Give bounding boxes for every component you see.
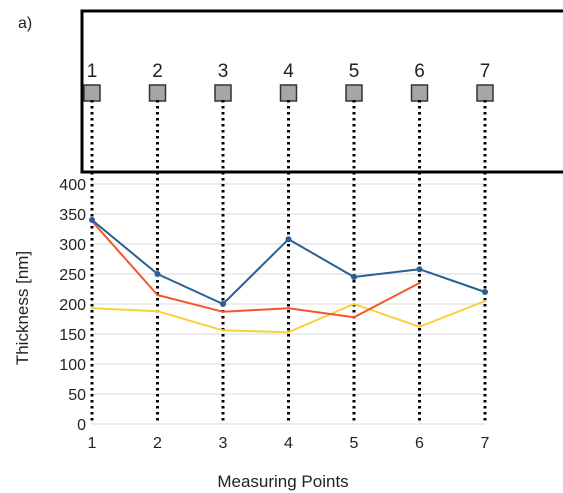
y-tick-label: 400 [59,177,86,194]
data-point [90,307,94,310]
data-point [352,316,356,319]
measuring-point-guides [90,100,487,424]
measuring-point-label: 4 [283,61,294,82]
y-axis-ticks: 0 50 100 150 200 250 300 350 400 [59,177,86,434]
data-point [351,274,357,280]
measuring-point-label: 7 [480,61,491,82]
x-axis-label: Measuring Points [217,472,348,491]
x-tick-label: 7 [481,435,490,452]
data-point [156,293,159,297]
measuring-point-marker [410,84,429,102]
x-tick-label: 2 [153,435,162,452]
measuring-point-marker [279,84,298,102]
measuring-point-marker [345,84,363,102]
y-tick-label: 300 [59,237,86,254]
x-tick-label: 4 [284,435,293,452]
measuring-point: 4 [279,61,298,102]
series-layer [89,217,488,334]
measuring-point-label: 6 [414,61,425,82]
y-tick-label: 350 [59,207,86,224]
measuring-point: 6 [410,61,429,102]
sample-points: 1 2 3 4 5 6 7 [83,61,494,102]
measuring-point-label: 3 [218,61,229,82]
measuring-point: 7 [476,61,494,102]
series-line [91,220,420,319]
data-point [156,310,159,313]
x-tick-label: 6 [415,435,424,452]
panel-label: a) [18,15,32,32]
data-point [89,217,95,223]
measuring-point-marker [83,84,101,102]
data-point [287,331,290,334]
measuring-point-marker [476,84,494,102]
x-tick-label: 1 [88,435,97,452]
x-tick-label: 5 [350,435,359,452]
measuring-point: 2 [148,61,167,102]
y-tick-label: 150 [59,327,86,344]
y-tick-label: 250 [59,267,86,284]
thickness-chart: 0 50 100 150 200 250 300 350 400 1 2 3 4 5 6 7 Measuri… [13,100,490,491]
x-axis-ticks: 1 2 3 4 5 6 7 [88,435,490,452]
data-point [220,301,226,307]
data-point [418,281,421,285]
y-tick-label: 100 [59,357,86,374]
y-tick-label: 50 [68,387,86,404]
measuring-point-label: 5 [349,61,360,82]
measuring-point: 3 [214,61,232,102]
data-point [416,266,423,273]
y-tick-label: 0 [77,417,86,434]
data-point [285,236,292,243]
data-point [352,302,356,306]
sample-box [80,9,563,174]
measuring-point: 5 [345,61,363,102]
y-axis-label: Thickness [nm] [13,251,32,365]
data-point [221,329,225,332]
data-point [418,325,421,328]
measuring-point-label: 1 [87,61,98,82]
data-point [483,299,487,303]
data-point [287,307,290,310]
measuring-point-marker [148,84,167,102]
data-point [221,310,225,313]
x-tick-label: 3 [219,435,228,452]
data-point [482,289,488,295]
measuring-point-marker [214,84,232,102]
measuring-point-label: 2 [152,61,163,82]
y-tick-label: 200 [59,297,86,314]
measuring-point: 1 [83,61,101,102]
data-point [154,271,161,277]
